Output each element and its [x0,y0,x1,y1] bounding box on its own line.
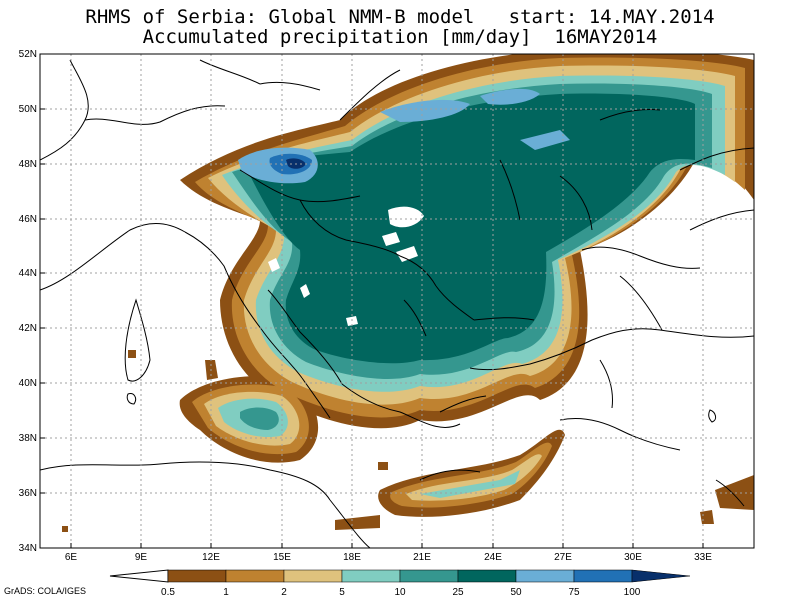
colorbar-label: 0.5 [161,587,175,598]
colorbar-label: 25 [452,587,464,598]
lat-label: 34N [19,543,37,554]
lat-label: 48N [19,159,37,170]
lon-label: 6E [65,552,78,563]
lat-label: 38N [19,433,37,444]
lat-label: 44N [19,268,37,279]
colorbar-swatch [399,569,459,583]
colorbar-label: 2 [281,587,287,598]
lon-label: 18E [343,552,361,563]
colorbar-swatch [341,569,401,583]
lon-label: 15E [273,552,291,563]
colorbar-arrow-low [109,569,169,583]
precip-25-50 [245,93,695,364]
colorbar: 0.5 1 2 5 10 25 50 75 100 [109,569,691,598]
lat-label: 52N [19,49,37,60]
precipitation-field [62,54,754,532]
lat-label: 50N [19,104,37,115]
coastlines-and-borders [40,59,754,548]
colorbar-swatch [457,569,517,583]
map-title-line-1: RHMS of Serbia: Global NMM-B model start… [85,6,715,28]
graticule [40,54,754,548]
colorbar-label: 10 [394,587,406,598]
colorbar-label: 50 [510,587,522,598]
colorbar-label: 75 [568,587,580,598]
axis-ticks [40,53,704,549]
lon-label: 33E [694,552,712,563]
colorbar-swatch [283,569,343,583]
lat-label: 36N [19,488,37,499]
lon-label: 24E [484,552,502,563]
colorbar-swatch [515,569,575,583]
colorbar-swatches [109,569,691,583]
colorbar-labels: 0.5 1 2 5 10 25 50 75 100 [161,587,641,598]
lon-label: 12E [202,552,220,563]
colorbar-swatch [167,569,227,583]
lon-label: 9E [135,552,148,563]
lat-label: 42N [19,323,37,334]
colorbar-swatch [573,569,633,583]
colorbar-arrow-high [631,569,691,583]
lat-label: 40N [19,378,37,389]
map-title-line-2: Accumulated precipitation [mm/day] 16MAY… [142,26,658,48]
lat-label: 46N [19,214,37,225]
lon-label: 21E [413,552,431,563]
colorbar-label: 100 [624,587,641,598]
software-credit: GrADS: COLA/IGES [4,586,87,596]
lon-label: 27E [554,552,572,563]
colorbar-label: 5 [339,587,345,598]
colorbar-swatch [225,569,285,583]
plot-frame [39,53,755,549]
lon-label: 30E [624,552,642,563]
colorbar-label: 1 [223,587,229,598]
longitude-labels: 6E 9E 12E 15E 18E 21E 24E 27E 30E 33E [65,552,712,563]
latitude-labels: 52N 50N 48N 46N 44N 42N 40N 38N 36N 34N [19,49,37,554]
